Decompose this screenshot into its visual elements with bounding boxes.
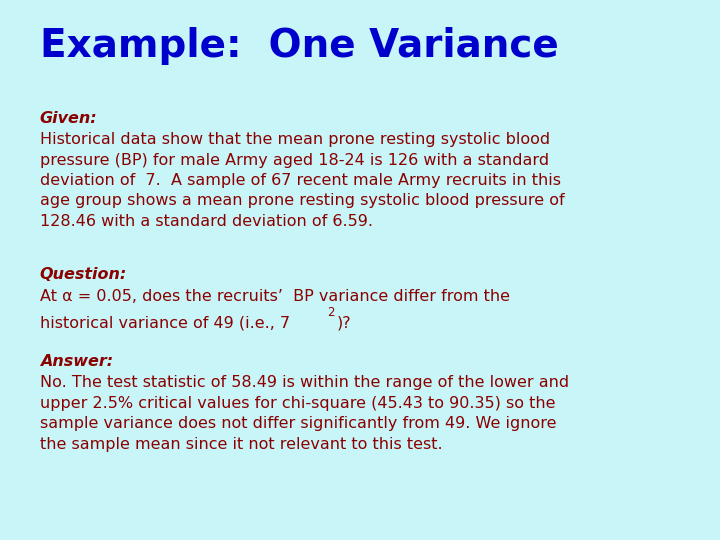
Text: Question:: Question: bbox=[40, 267, 127, 282]
Text: At α = 0.05, does the recruits’  BP variance differ from the: At α = 0.05, does the recruits’ BP varia… bbox=[40, 289, 510, 304]
Text: historical variance of 49 (i.e., 7: historical variance of 49 (i.e., 7 bbox=[40, 316, 289, 331]
Text: Given:: Given: bbox=[40, 111, 97, 126]
Text: Historical data show that the mean prone resting systolic blood
pressure (BP) fo: Historical data show that the mean prone… bbox=[40, 132, 564, 229]
Text: Example:  One Variance: Example: One Variance bbox=[40, 27, 558, 65]
Text: No. The test statistic of 58.49 is within the range of the lower and
upper 2.5% : No. The test statistic of 58.49 is withi… bbox=[40, 375, 569, 451]
Text: )?: )? bbox=[337, 316, 351, 331]
Text: Answer:: Answer: bbox=[40, 354, 113, 369]
Text: 2: 2 bbox=[328, 306, 335, 319]
